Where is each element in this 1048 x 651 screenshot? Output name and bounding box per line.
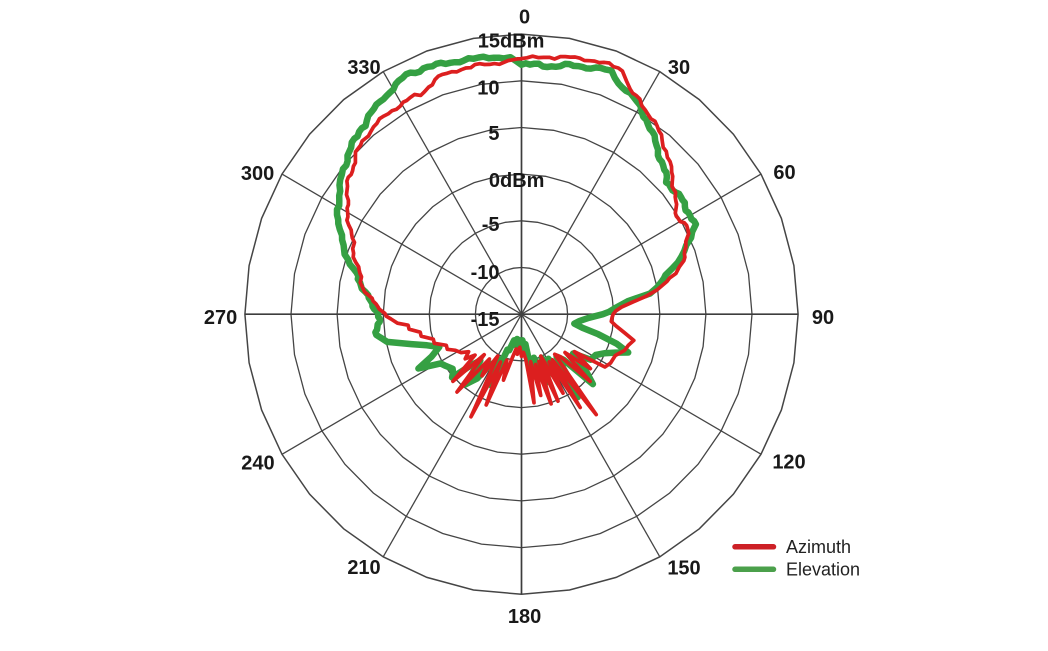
svg-text:30: 30 <box>668 57 690 79</box>
svg-text:120: 120 <box>772 452 805 474</box>
svg-text:270: 270 <box>204 307 237 329</box>
svg-text:-15: -15 <box>471 309 500 331</box>
svg-text:330: 330 <box>347 57 380 79</box>
svg-text:Azimuth: Azimuth <box>786 537 851 557</box>
svg-text:300: 300 <box>241 163 274 185</box>
svg-text:0: 0 <box>519 7 530 29</box>
svg-text:0: 0 <box>489 170 500 192</box>
svg-text:Elevation: Elevation <box>786 560 860 580</box>
svg-text:-10: -10 <box>471 262 500 284</box>
svg-text:5: 5 <box>488 123 499 145</box>
svg-text:dBm: dBm <box>500 31 544 53</box>
svg-text:240: 240 <box>241 452 274 474</box>
svg-text:60: 60 <box>773 162 795 184</box>
svg-text:150: 150 <box>667 558 700 580</box>
svg-text:-5: -5 <box>482 214 500 236</box>
svg-text:90: 90 <box>812 307 834 329</box>
svg-text:10: 10 <box>477 78 499 100</box>
svg-text:dBm: dBm <box>500 170 544 192</box>
svg-text:210: 210 <box>347 557 380 579</box>
svg-text:180: 180 <box>508 606 541 628</box>
svg-text:15: 15 <box>478 31 500 53</box>
